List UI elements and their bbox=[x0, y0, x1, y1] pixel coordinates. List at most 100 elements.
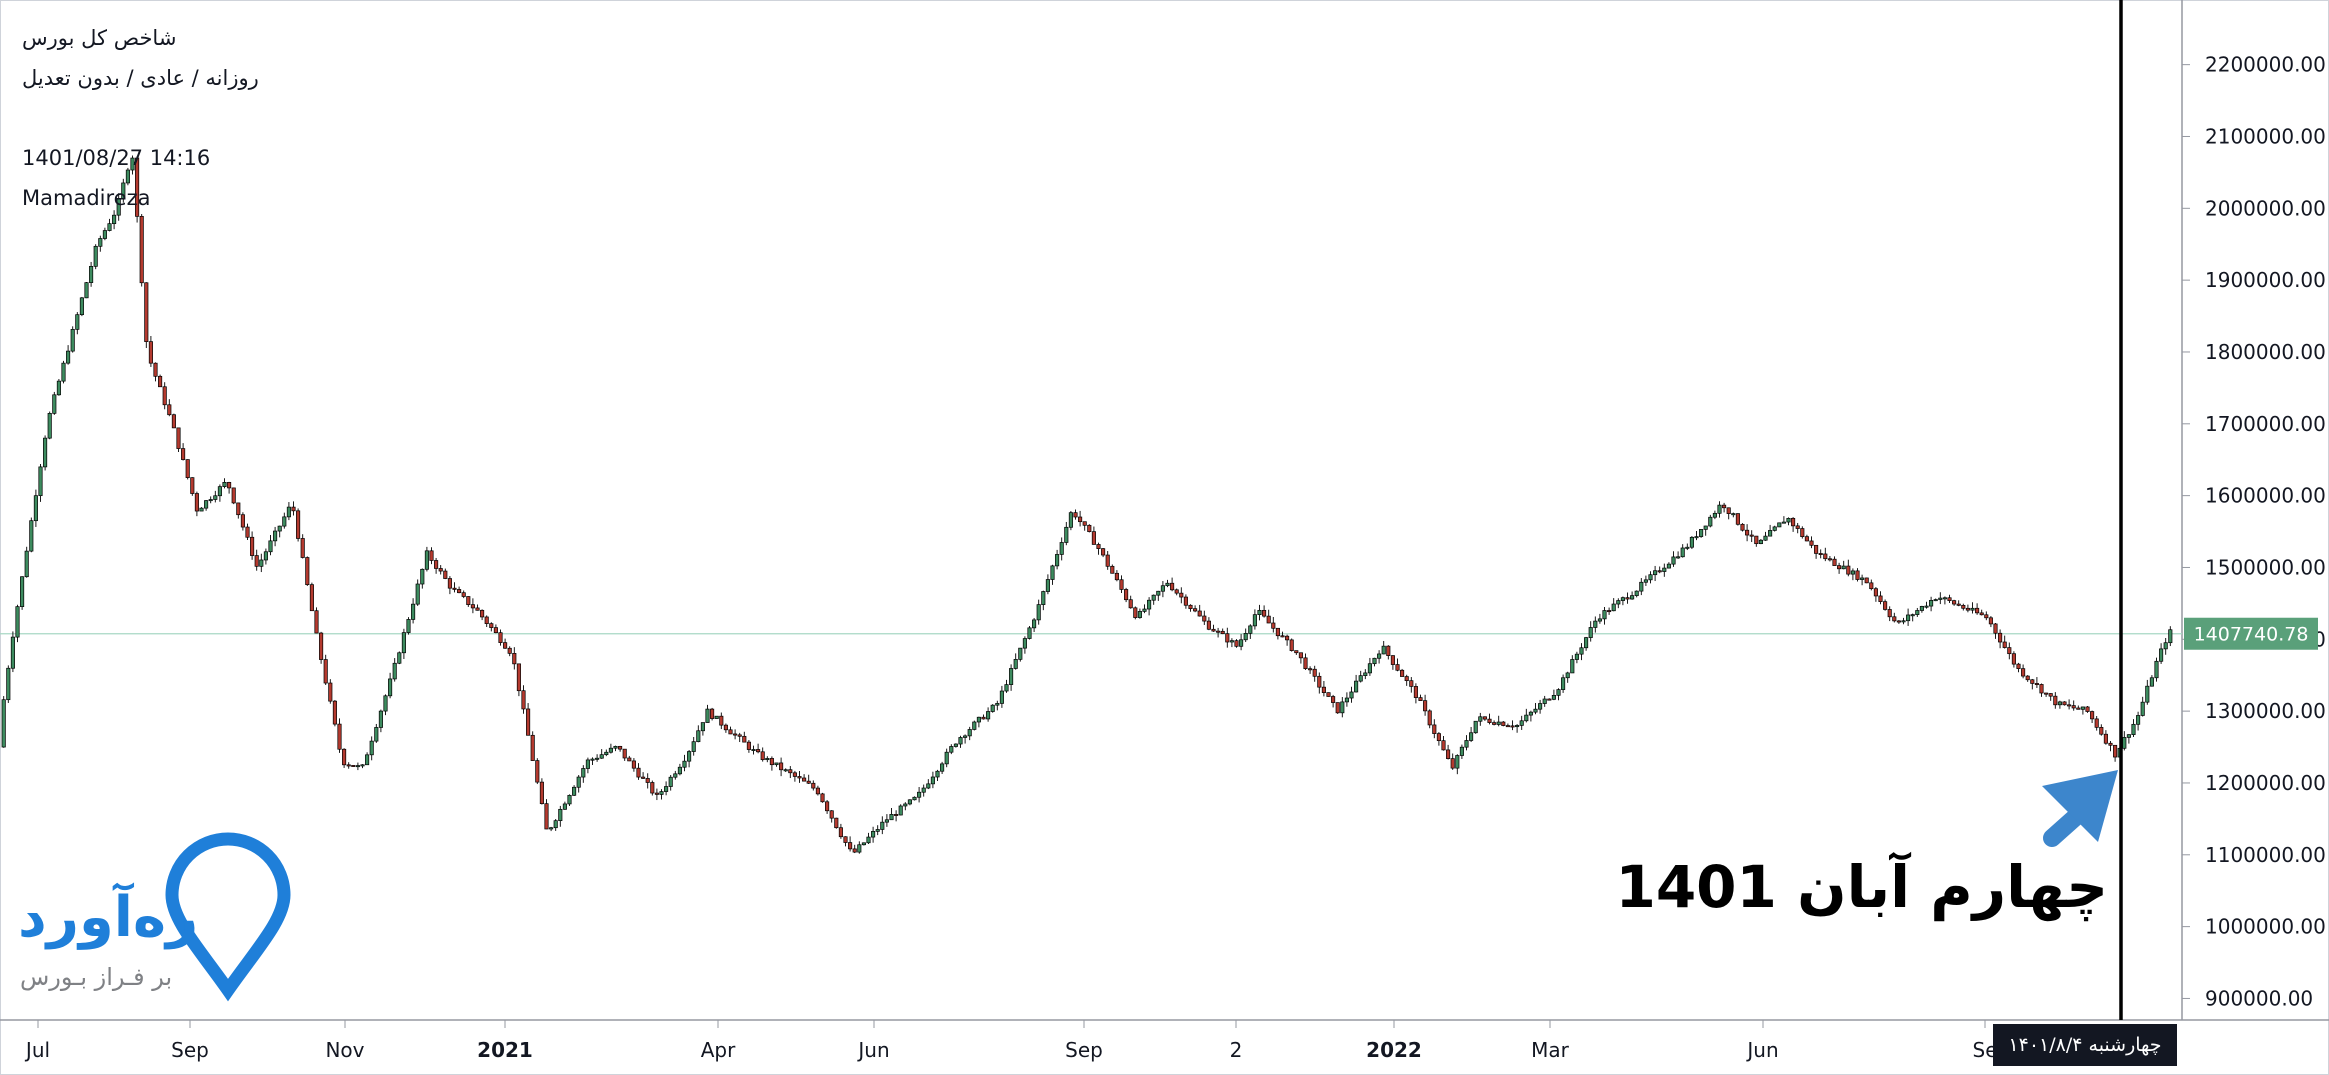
candle-down bbox=[1510, 725, 1515, 728]
candle-down bbox=[1436, 733, 1441, 742]
candle-up bbox=[751, 749, 756, 752]
candle-up bbox=[2140, 701, 2145, 716]
candle-up bbox=[401, 632, 406, 654]
candle-up bbox=[1243, 633, 1248, 641]
candle-down bbox=[1128, 599, 1133, 609]
candle-down bbox=[825, 801, 830, 812]
candle-down bbox=[144, 282, 149, 342]
candle-down bbox=[1883, 601, 1888, 610]
candle-up bbox=[1712, 512, 1717, 518]
candle-up bbox=[613, 745, 618, 749]
candle-down bbox=[530, 734, 535, 761]
candle-up bbox=[355, 765, 360, 768]
candle-up bbox=[1556, 689, 1561, 696]
candle-down bbox=[314, 610, 319, 634]
candle-down bbox=[1427, 710, 1432, 726]
candle-down bbox=[2103, 733, 2108, 744]
candle-down bbox=[1657, 570, 1662, 573]
candle-down bbox=[1211, 628, 1216, 632]
candle-up bbox=[944, 751, 949, 765]
candle-down bbox=[1873, 588, 1878, 597]
x-tick-label: Jun bbox=[1745, 1038, 1778, 1062]
candle-down bbox=[627, 757, 632, 762]
candle-down bbox=[1262, 609, 1267, 617]
candle-down bbox=[1487, 718, 1492, 723]
candle-up bbox=[199, 507, 204, 512]
candle-up bbox=[1938, 597, 1943, 600]
candle-up bbox=[2163, 642, 2168, 650]
last-price-badge: 1407740.78 bbox=[2184, 617, 2318, 650]
candle-up bbox=[10, 636, 15, 669]
candle-up bbox=[1666, 563, 1671, 569]
candle-up bbox=[921, 787, 926, 793]
candle-up bbox=[1367, 663, 1372, 674]
candle-down bbox=[654, 792, 659, 795]
candle-down bbox=[1979, 612, 1984, 616]
candle-up bbox=[783, 769, 788, 772]
candle-up bbox=[590, 758, 595, 761]
candle-up bbox=[273, 530, 278, 542]
candle-up bbox=[1045, 579, 1050, 592]
candle-down bbox=[1869, 582, 1874, 590]
candle-down bbox=[516, 663, 521, 692]
candle-up bbox=[2126, 734, 2131, 738]
candle-down bbox=[291, 506, 296, 512]
candle-down bbox=[2053, 695, 2058, 706]
candle-down bbox=[1607, 610, 1612, 613]
candle-up bbox=[1455, 755, 1460, 769]
candle-down bbox=[1450, 758, 1455, 769]
candle-down bbox=[2099, 727, 2104, 735]
y-tick-label: 1200000.00 bbox=[2205, 771, 2326, 795]
candle-down bbox=[332, 700, 337, 725]
candle-down bbox=[245, 526, 250, 538]
candle-up bbox=[20, 576, 25, 607]
candle-up bbox=[1036, 604, 1041, 621]
candle-down bbox=[493, 627, 498, 634]
candle-up bbox=[884, 819, 889, 823]
candle-down bbox=[728, 729, 733, 735]
candle-down bbox=[737, 734, 742, 737]
candle-down bbox=[769, 758, 774, 766]
candle-down bbox=[139, 216, 144, 284]
candle-up bbox=[1731, 513, 1736, 516]
candle-up bbox=[986, 711, 991, 720]
candle-down bbox=[1795, 525, 1800, 529]
candle-down bbox=[1998, 632, 2003, 643]
candle-down bbox=[834, 817, 839, 829]
candle-down bbox=[1809, 540, 1814, 546]
candle-up bbox=[1970, 607, 1975, 611]
time-scale[interactable]: Jul Sep Nov 2021 Apr Jun Sep 2 2022 Mar Jun Se bbox=[24, 1020, 1998, 1062]
candle-up bbox=[2057, 701, 2062, 706]
candle-down bbox=[319, 632, 324, 660]
candle-up bbox=[1597, 618, 1602, 622]
candle-down bbox=[1446, 749, 1451, 759]
candle-down bbox=[457, 589, 462, 594]
candle-up bbox=[1340, 701, 1345, 714]
candle-up bbox=[1588, 627, 1593, 638]
candle-up bbox=[1708, 516, 1713, 527]
candle-down bbox=[323, 659, 328, 684]
candle-down bbox=[2090, 711, 2095, 720]
candle-up bbox=[705, 708, 710, 723]
candle-up bbox=[24, 550, 29, 578]
candle-up bbox=[378, 710, 383, 728]
candle-down bbox=[466, 596, 471, 605]
candle-down bbox=[746, 741, 751, 750]
candle-up bbox=[121, 182, 126, 200]
candle-up bbox=[1689, 536, 1694, 548]
candle-up bbox=[595, 757, 600, 760]
candle-up bbox=[2080, 706, 2085, 710]
candle-down bbox=[2062, 701, 2067, 706]
candle-up bbox=[1841, 565, 1846, 570]
price-scale[interactable]: 2200000.00 2100000.00 2000000.00 1900000.00… bbox=[2182, 53, 2326, 1011]
candle-up bbox=[1551, 694, 1556, 700]
candle-down bbox=[1133, 607, 1138, 618]
candle-up bbox=[43, 437, 48, 468]
candle-down bbox=[1625, 597, 1630, 600]
candle-down bbox=[342, 748, 347, 766]
candle-down bbox=[1105, 554, 1110, 567]
candle-up bbox=[1055, 554, 1060, 567]
candle-up bbox=[1542, 698, 1547, 704]
